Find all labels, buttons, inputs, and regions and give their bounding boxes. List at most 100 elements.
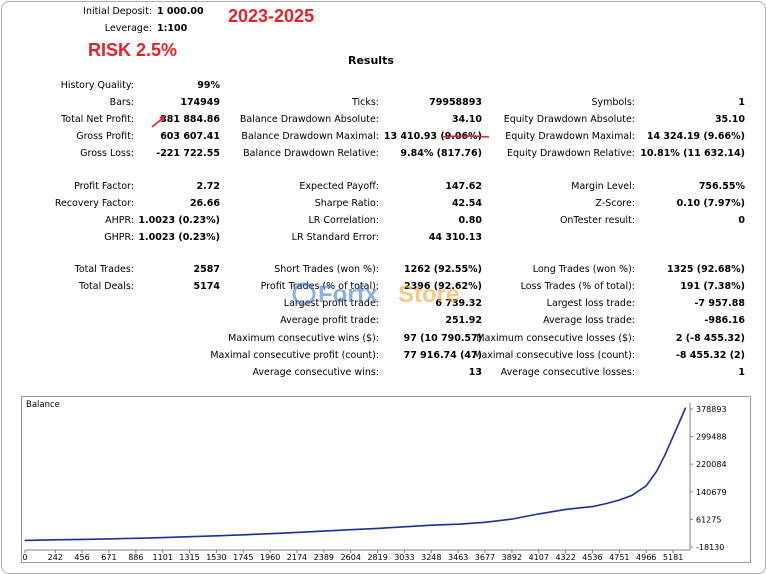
col3-value: 10.81% (11 632.14) (640, 148, 745, 159)
col1-value: 381 884.86 (160, 114, 220, 125)
col3-value: 14 324.19 (9.66%) (646, 131, 745, 142)
balance-data-point (538, 513, 540, 515)
balance-chart-svg: 378893 299488 220084 140679 61275 -18130 0 242 4… (22, 403, 727, 562)
col1-label: Recovery Factor: (54, 198, 134, 209)
col2-label: Largest profit trade: (283, 298, 379, 309)
col2-label: Short Trades (won %): (274, 264, 379, 275)
x-tick-label: 4536 (582, 553, 602, 562)
col3-label: Margin Level: (571, 181, 635, 192)
col1-value: 2587 (193, 264, 220, 275)
leverage-value: 1:100 (157, 23, 188, 34)
col2-label: Ticks: (351, 97, 379, 108)
col2-value: 9.84% (817.76) (400, 148, 482, 159)
col1-value: 5174 (193, 281, 220, 292)
col1-label: Total Trades: (74, 264, 134, 275)
col3-value: 35.10 (714, 114, 745, 125)
col1-value: 26.66 (189, 198, 220, 209)
col3-label: Average consecutive losses: (500, 367, 635, 378)
x-tick-label: 0 (22, 553, 27, 562)
balance-data-point (565, 508, 567, 510)
col3-label: OnTester result: (559, 215, 635, 226)
year-range-annotation: 2023-2025 (228, 6, 315, 26)
balance-data-point (269, 533, 271, 535)
col3-value: 1325 (92.68%) (667, 264, 745, 275)
x-tick-label: 2389 (314, 553, 334, 562)
col1-value: -221 722.55 (156, 148, 220, 159)
col2-value: 2396 (92.62%) (404, 281, 482, 292)
x-tick-label: 4322 (555, 553, 575, 562)
x-tick-label: 1745 (233, 553, 253, 562)
col1-label: Total Net Profit: (61, 114, 134, 125)
col3-value: 1 (738, 367, 745, 378)
col2-value: 13 410.93 (9.06%) (383, 131, 482, 142)
red-underline-mark (440, 135, 490, 138)
col3-label: Average loss trade: (543, 315, 635, 326)
col1-value: 603 607.41 (160, 131, 220, 142)
balance-data-point (24, 539, 26, 541)
balance-data-point (678, 421, 680, 424)
col3-label: Maximum consecutive losses ($): (476, 333, 635, 344)
col3-label: Largest loss trade: (546, 298, 635, 309)
initial-deposit-value: 1 000.00 (157, 6, 204, 17)
col1-label: Total Deals: (79, 281, 134, 292)
y-tick-label: -18130 (696, 543, 724, 552)
col1-label: Profit Factor: (74, 181, 134, 192)
x-tick-label: 5181 (663, 553, 683, 562)
col1-label: History Quality: (60, 80, 134, 91)
x-tick-label: 886 (128, 553, 143, 562)
balance-data-point (606, 502, 608, 505)
balance-data-point (511, 518, 513, 520)
col2-value: 42.54 (451, 198, 482, 209)
x-tick-label: 4966 (636, 553, 656, 562)
balance-data-point (377, 527, 379, 529)
col2-label: Sharpe Ratio: (314, 198, 379, 209)
balance-data-point (162, 537, 164, 539)
red-arrow-icon (151, 115, 166, 128)
col3-value: 0 (738, 215, 745, 226)
x-tick-label: 456 (74, 553, 89, 562)
balance-data-point (135, 537, 137, 539)
x-tick-label: 3892 (502, 553, 522, 562)
x-tick-label: 2604 (341, 553, 361, 562)
col1-value: 1.0023 (0.23%) (138, 232, 220, 243)
balance-series-line (24, 407, 687, 542)
results-title: Results (348, 54, 394, 67)
col3-value: -7 957.88 (694, 298, 745, 309)
col2-value: 6 739.32 (435, 298, 482, 309)
col3-label: Maximal consecutive loss (count): (473, 350, 635, 361)
col2-value: 44 310.13 (428, 232, 482, 243)
col1-value: 1.0023 (0.23%) (138, 215, 220, 226)
col2-label: Expected Payoff: (299, 181, 379, 192)
col1-value: 99% (197, 80, 220, 91)
col2-label: Maximal consecutive profit (count): (210, 350, 379, 361)
col2-label: Profit Trades (% of total): (260, 281, 379, 292)
balance-data-point (672, 435, 674, 437)
x-tick-label: 1315 (179, 553, 199, 562)
balance-data-point (215, 535, 217, 537)
col2-label: Balance Drawdown Relative: (243, 148, 379, 159)
x-tick-label: 4751 (609, 553, 629, 562)
col1-label: GHPR: (104, 232, 134, 243)
balance-data-point (631, 494, 633, 497)
x-tick-label: 671 (101, 553, 116, 562)
col2-value: 0.80 (458, 215, 482, 226)
balance-data-point (484, 521, 486, 523)
y-tick-label: 299488 (696, 433, 727, 442)
balance-data-point (54, 539, 56, 541)
balance-data-point (188, 536, 191, 538)
balance-data-point (323, 530, 325, 532)
balance-data-point (430, 524, 432, 526)
col2-value: 1262 (92.55%) (404, 264, 482, 275)
leverage-label: Leverage: (104, 23, 152, 34)
col2-value: 34.10 (451, 114, 482, 125)
initial-deposit-label: Initial Deposit: (83, 6, 152, 17)
balance-chart: Balance 378893 299488 220084 140679 61275 -18… (21, 396, 751, 563)
col3-value: 191 (7.38%) (680, 281, 745, 292)
chart-title: Balance (26, 400, 60, 410)
x-tick-label: 1530 (206, 553, 226, 562)
x-tick-label: 3033 (394, 553, 414, 562)
col2-label: Balance Drawdown Maximal: (241, 131, 379, 142)
col2-label: LR Correlation: (308, 215, 380, 226)
y-tick-label: 220084 (696, 460, 727, 469)
col3-label: Equity Drawdown Maximal: (505, 131, 635, 142)
